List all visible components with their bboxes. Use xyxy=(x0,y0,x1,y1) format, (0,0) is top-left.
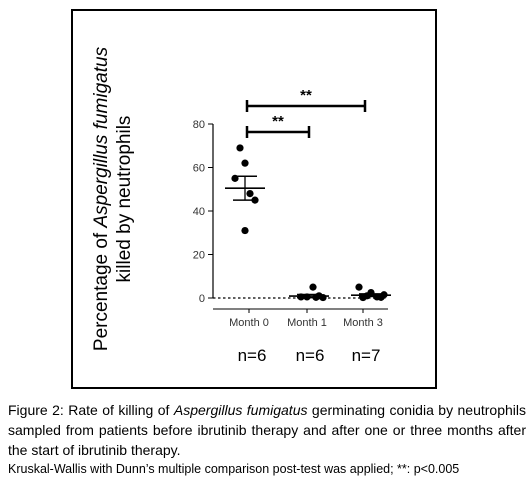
svg-text:Percentage of Aspergillus fumi: Percentage of Aspergillus fumigatus xyxy=(91,46,112,351)
sample-size-label: n=6 xyxy=(238,346,267,365)
statistics-footnote: Kruskal-Wallis with Dunn’s multiple comp… xyxy=(8,462,460,476)
y-tick-label: 40 xyxy=(193,206,205,218)
y-axis-label-organism: Aspergillus fumigatus xyxy=(91,46,112,228)
y-tick-label: 80 xyxy=(193,119,205,131)
caption-organism: Aspergillus fumigatus xyxy=(173,402,308,418)
x-tick-label: Month 3 xyxy=(343,317,383,329)
x-tick-label: Month 1 xyxy=(287,317,327,329)
y-tick-label: 60 xyxy=(193,163,205,175)
significance-label: ** xyxy=(272,113,284,130)
sample-size-label: n=7 xyxy=(352,346,381,365)
y-axis-label: Percentage of Aspergillus fumigatus kill… xyxy=(91,46,135,351)
data-point xyxy=(355,283,363,291)
figure-caption: Figure 2: Rate of killing of Aspergillus… xyxy=(8,400,526,460)
data-point xyxy=(236,144,244,152)
caption-rest: germinating conidia by neutrophils sampl… xyxy=(8,402,526,458)
y-axis-label-line2: killed by neutrophils xyxy=(114,116,135,283)
sample-size-label: n=6 xyxy=(296,346,325,365)
data-point xyxy=(241,226,249,235)
y-tick-label: 20 xyxy=(193,250,205,262)
y-axis-label-prefix: Percentage of xyxy=(91,228,112,352)
y-tick-label: 0 xyxy=(199,293,205,305)
data-point xyxy=(241,159,249,167)
caption-lead: Figure 2: Rate of killing of xyxy=(8,402,174,418)
data-point xyxy=(246,190,254,198)
figure-frame: Percentage of Aspergillus fumigatus kill… xyxy=(71,9,437,389)
dot-plot: Percentage of Aspergillus fumigatus kill… xyxy=(91,46,391,365)
x-tick-label: Month 0 xyxy=(229,317,269,329)
significance-label: ** xyxy=(300,87,312,104)
data-point xyxy=(309,283,317,291)
